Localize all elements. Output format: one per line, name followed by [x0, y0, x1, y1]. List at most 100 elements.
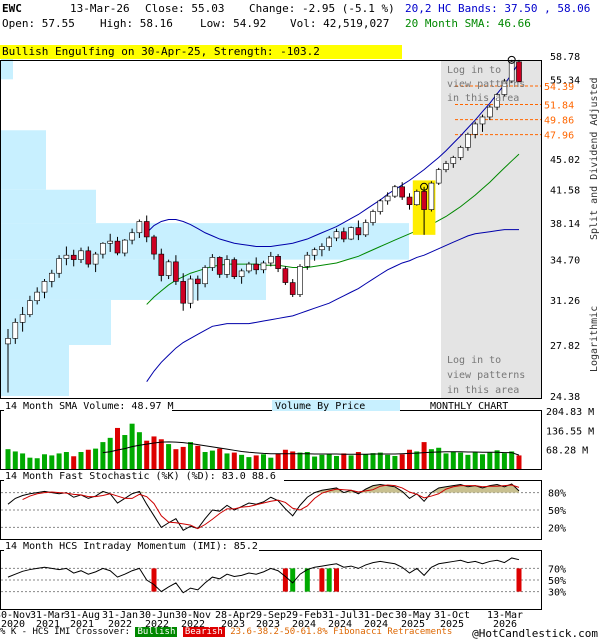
crossover-bar	[319, 568, 325, 592]
volume-bar	[282, 449, 288, 469]
candle-body	[457, 147, 464, 158]
candle-body	[100, 242, 106, 255]
candle-body	[399, 186, 406, 198]
volume-panel-frame	[0, 410, 542, 470]
stoch-tick-label: 50%	[548, 506, 566, 517]
volume-bar	[341, 453, 347, 469]
candle-body	[355, 227, 362, 236]
bearish-crossover-bar	[334, 568, 339, 592]
watermark-bottom: Log in to view patterns in this area	[447, 355, 525, 396]
price-tick-label: 38.14	[550, 219, 580, 230]
volume-bar	[85, 449, 91, 469]
volume-by-price-bars	[1, 56, 409, 396]
volume-bar	[42, 454, 47, 469]
x-tick-year: 2022	[108, 619, 132, 630]
imi-tick-label: 70%	[548, 564, 566, 575]
candle-body	[348, 227, 354, 240]
candle-body	[319, 246, 325, 251]
volume-bar	[516, 455, 522, 469]
candle-body	[443, 163, 449, 170]
candle-body	[413, 191, 420, 206]
candle-body	[165, 261, 172, 276]
candle-body	[151, 236, 157, 255]
bearish-badge: Bearish	[182, 627, 225, 637]
bullish-crossover-bar	[304, 568, 310, 592]
volume-bar	[290, 451, 296, 469]
volume-bar	[377, 452, 383, 469]
candle-body	[114, 240, 121, 254]
price-tick-label: 41.58	[550, 186, 580, 197]
change-value: Change: -2.95 (-5.1 %)	[249, 2, 395, 15]
volume-bar	[253, 455, 259, 469]
volume-bar	[49, 455, 55, 469]
volume-bar	[334, 455, 339, 469]
close-value: Close: 55.03	[145, 2, 225, 15]
candle-body	[224, 259, 230, 275]
candle-body	[340, 231, 347, 240]
hc-bands-value: 20,2 HC Bands: 37.50 , 58.06	[405, 2, 591, 15]
x-tick-label: 30-Nov	[0, 610, 31, 621]
x-tick-year: 2024	[292, 619, 316, 630]
candle-body	[450, 157, 457, 164]
volume-bar	[370, 453, 376, 469]
candle-body	[260, 262, 267, 271]
x-tick-label: 31-Aug	[64, 610, 100, 621]
x-tick-year: 2022	[181, 619, 205, 630]
candle-body	[472, 123, 479, 135]
x-tick-label: 31-Jul	[322, 610, 358, 621]
candle-body	[70, 254, 77, 260]
candle-body	[304, 254, 311, 267]
candle-body	[465, 133, 471, 148]
volume-bar	[5, 449, 11, 469]
volume-bar	[202, 452, 208, 469]
price-tick-label: 34.70	[550, 256, 580, 267]
x-tick-year: 2025	[440, 619, 464, 630]
sma-value: 20 Month SMA: 46.66	[405, 17, 531, 30]
volume-bar	[144, 440, 150, 469]
open-value: Open: 57.55	[2, 17, 75, 30]
volume-bar	[487, 452, 493, 469]
candle-body	[326, 237, 333, 247]
volume-bar	[443, 453, 449, 469]
vbp-bar	[1, 345, 69, 396]
volume-bar	[20, 453, 26, 469]
stoch-tick-label: 20%	[548, 523, 566, 534]
x-tick-year: 2024	[364, 619, 388, 630]
candle-body	[231, 259, 238, 278]
volume-bar	[312, 456, 318, 469]
volume-bar	[261, 454, 266, 469]
vbp-label: Volume By Price	[275, 401, 365, 412]
x-tick-year: 2022	[145, 619, 169, 630]
candle-body	[173, 261, 179, 282]
imi-line	[7, 557, 520, 594]
side-label-log: Logarithmic	[589, 306, 600, 372]
volume-bar	[509, 451, 515, 469]
volume-bar	[71, 456, 77, 469]
volume-bar	[122, 435, 128, 469]
low-value: Low: 54.92	[200, 17, 267, 30]
price-tick-label: 24.38	[550, 392, 580, 403]
volume-bar	[107, 437, 113, 469]
volume-bar	[297, 452, 303, 469]
x-tick-label: 30-May	[395, 610, 431, 621]
symbol: EWC	[2, 2, 22, 15]
volume-bar	[217, 448, 223, 469]
x-tick-year: 2024	[328, 619, 352, 630]
candle-body	[48, 272, 55, 282]
volume-bar	[458, 452, 464, 469]
fib-legend: 23.6-38.2-50-61.8% Fibonacci Retracement…	[230, 627, 453, 637]
candle-body	[136, 221, 143, 234]
volume-bar	[78, 452, 84, 469]
candle-body	[85, 250, 92, 265]
price-tick-label: 27.82	[550, 341, 580, 352]
imi-panel-frame	[0, 550, 542, 610]
volume-label: 14 Month SMA Volume: 48.97 M	[5, 401, 174, 412]
volume-tick-label: 68.28 M	[546, 446, 588, 457]
candle-body	[267, 256, 274, 264]
candle-body	[311, 249, 318, 256]
chart-type-label: MONTHLY CHART	[430, 401, 508, 412]
candle-body	[392, 186, 398, 197]
x-tick-label: 31-Mar	[30, 610, 66, 621]
